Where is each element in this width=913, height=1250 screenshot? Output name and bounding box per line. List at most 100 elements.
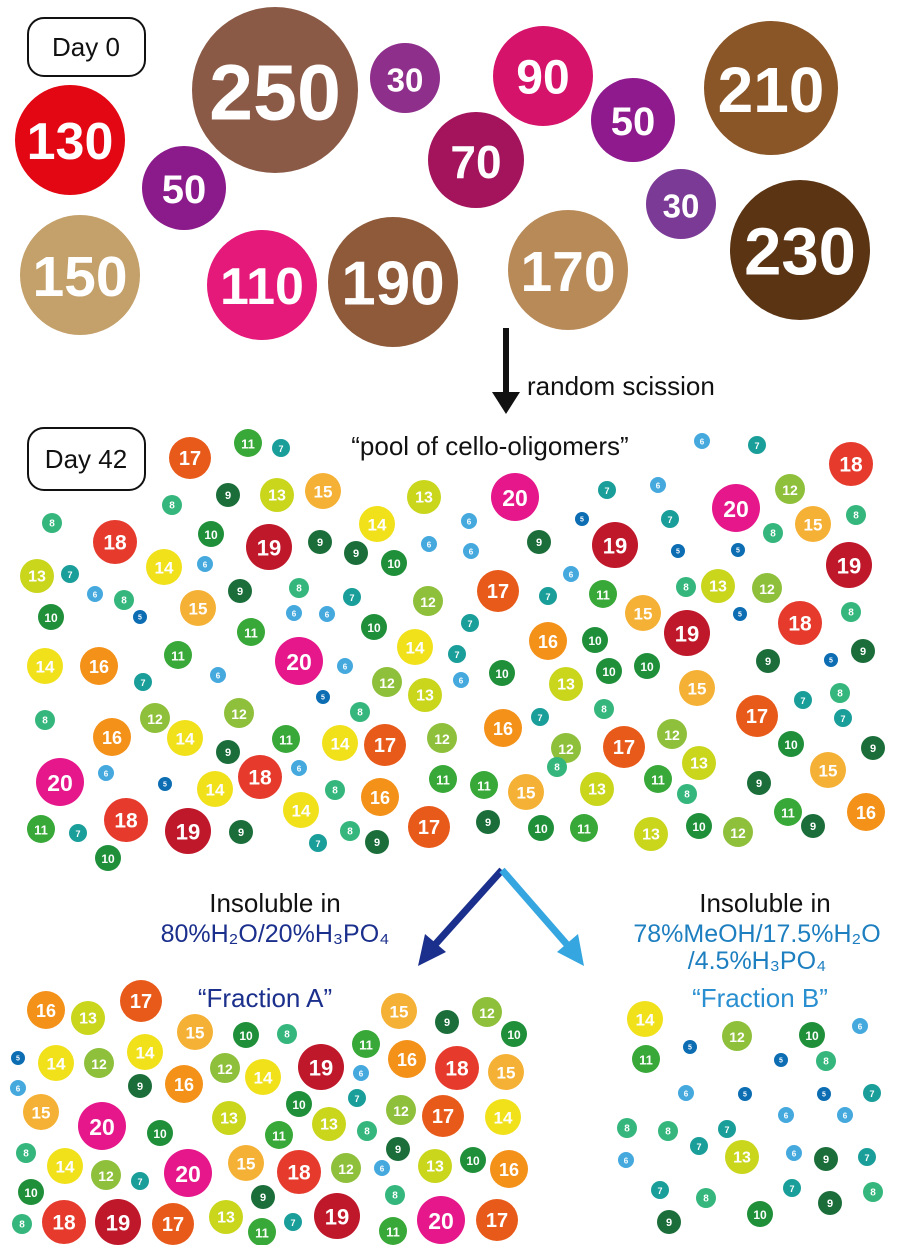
oligomer-label: 7 (67, 570, 72, 580)
oligomer-circle (725, 1140, 759, 1174)
oligomer-circle (158, 777, 172, 791)
oligomer-label: 9 (870, 743, 876, 755)
oligomer-label: 8 (601, 705, 607, 716)
oligomer-label: 14 (36, 658, 55, 677)
oligomer-circle (245, 1059, 281, 1095)
oligomer-circle (598, 481, 616, 499)
oligomer-circle (284, 1213, 302, 1231)
oligomer-label: 11 (359, 1038, 373, 1053)
oligomer-label: 6 (203, 561, 208, 570)
oligomer-label: 20 (89, 1114, 115, 1140)
oligomer-label: 11 (639, 1053, 653, 1068)
oligomer-circle (774, 798, 802, 826)
oligomer-circle (397, 629, 433, 665)
oligomer-circle (289, 578, 309, 598)
oligomer-label: 6 (427, 541, 432, 550)
polymer-circle (15, 85, 125, 195)
oligomer-label: 10 (588, 634, 602, 648)
oligomer-label: 14 (406, 639, 425, 658)
oligomer-circle (177, 1014, 213, 1050)
oligomer-circle (810, 752, 846, 788)
oligomer-label: 8 (392, 1191, 398, 1202)
oligomer-circle (365, 830, 389, 854)
oligomer-circle (413, 586, 443, 616)
oligomer-circle (528, 815, 554, 841)
polymer-circle (192, 7, 358, 173)
oligomer-label: 8 (121, 596, 127, 607)
arrow-label: random scission (527, 371, 715, 401)
oligomer-label: 11 (241, 437, 255, 452)
oligomer-label: 15 (688, 680, 707, 699)
oligomer-label: 15 (517, 784, 536, 803)
oligomer-circle (847, 793, 885, 831)
oligomer-label: 8 (169, 501, 175, 512)
oligomer-circle (846, 505, 866, 525)
oligomer-circle (337, 658, 353, 674)
oligomer-label: 15 (390, 1003, 409, 1022)
oligomer-circle (272, 439, 290, 457)
polymer-label: 90 (516, 52, 569, 105)
oligomer-circle (47, 1148, 83, 1184)
oligomer-label: 13 (220, 1111, 238, 1128)
oligomer-label: 12 (759, 581, 775, 597)
oligomer-label: 9 (444, 1017, 450, 1029)
oligomer-circle (657, 1210, 681, 1234)
oligomer-label: 9 (823, 1154, 829, 1166)
oligomer-label: 8 (823, 1057, 829, 1068)
oligomer-circle (435, 1046, 479, 1090)
oligomer-label: 15 (497, 1064, 516, 1083)
oligomer-circle (529, 622, 567, 660)
oligomer-circle (718, 1120, 736, 1138)
oligomer-label: 6 (843, 1112, 848, 1121)
oligomer-label: 11 (34, 823, 48, 838)
oligomer-label: 7 (864, 1153, 869, 1163)
oligomer-label: 9 (137, 1081, 143, 1093)
scission-arrowhead (492, 392, 520, 414)
oligomer-label: 5 (138, 615, 142, 622)
oligomer-label: 13 (426, 1159, 444, 1176)
oligomer-label: 12 (98, 1168, 114, 1184)
oligomer-circle (570, 814, 598, 842)
oligomer-label: 7 (278, 444, 283, 454)
day0-label: Day 0 (52, 32, 120, 62)
oligomer-circle (198, 521, 224, 547)
oligomer-label: 9 (225, 490, 231, 502)
oligomer-label: 6 (16, 1085, 21, 1094)
oligomer-circle (180, 590, 216, 626)
oligomer-label: 17 (374, 735, 396, 757)
oligomer-circle (644, 765, 672, 793)
oligomer-circle (277, 1024, 297, 1044)
oligomer-circle (20, 559, 54, 593)
oligomer-label: 10 (24, 1186, 38, 1200)
oligomer-circle (305, 473, 341, 509)
polymer-circle (591, 78, 675, 162)
oligomer-label: 7 (696, 1142, 701, 1152)
oligomer-label: 9 (238, 827, 244, 839)
oligomer-label: 17 (746, 706, 768, 728)
polymer-circle (730, 180, 870, 320)
oligomer-label: 12 (664, 727, 680, 743)
oligomer-circle (592, 522, 638, 568)
oligomer-circle (343, 588, 361, 606)
oligomer-circle (344, 541, 368, 565)
oligomer-label: 19 (837, 554, 861, 579)
oligomer-label: 6 (93, 591, 98, 600)
polymer-circle (493, 26, 593, 126)
oligomer-circle (589, 580, 617, 608)
oligomer-circle (817, 1087, 831, 1101)
oligomer-circle (353, 1065, 369, 1081)
oligomer-circle (12, 1214, 32, 1234)
oligomer-label: 10 (507, 1028, 521, 1042)
oligomer-circle (114, 590, 134, 610)
oligomer-label: 20 (286, 649, 312, 675)
oligomer-circle (678, 1085, 694, 1101)
oligomer-label: 6 (297, 765, 302, 774)
oligomer-circle (501, 1021, 527, 1047)
oligomer-circle (852, 1018, 868, 1034)
oligomer-label: 14 (254, 1069, 273, 1088)
oligomer-label: 8 (770, 529, 776, 540)
oligomer-circle (18, 1179, 44, 1205)
fraction-a-group: 16 13 17 15 10 8 15 9 12 10 5 14 12 14 16 12 14 19 6 11 16 18… (10, 980, 528, 1246)
oligomer-label: 14 (368, 516, 387, 535)
oligomer-circle (386, 1095, 416, 1125)
